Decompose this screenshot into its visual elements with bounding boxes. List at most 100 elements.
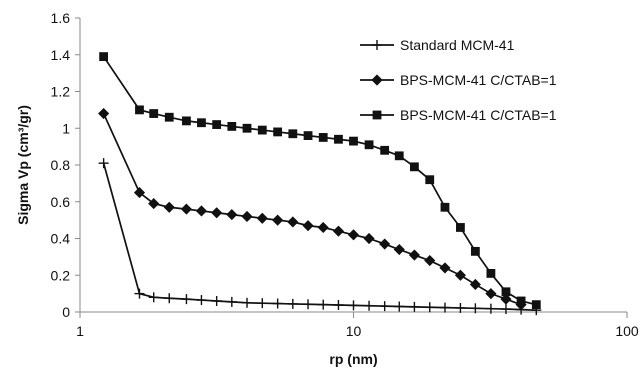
y-tick-label-0: 0: [62, 304, 70, 320]
legend-marker-1: [371, 74, 383, 86]
series-2-point-12: [303, 131, 313, 141]
x-tick-label-2: 100: [615, 323, 639, 339]
y-tick-label-4: 0.8: [51, 157, 71, 173]
series-0-point-0: [98, 158, 109, 169]
series-2-point-15: [349, 136, 358, 146]
series-2-point-18: [394, 151, 404, 161]
series-1-point-24: [485, 288, 497, 300]
series-2-point-24: [486, 269, 496, 278]
series-0-point-24: [485, 303, 496, 314]
y-tick-label-2: 0.4: [51, 231, 71, 247]
series-1-point-6: [211, 207, 223, 219]
series-1-point-25: [500, 293, 512, 305]
series-0-point-13: [318, 299, 329, 310]
series-2-point-13: [318, 133, 328, 142]
legend: Standard MCM-41 BPS-MCM-41 C/CTAB=1 BPS-MC…: [360, 37, 557, 123]
series-1-point-17: [379, 238, 391, 250]
series-0-point-17: [379, 301, 390, 312]
series-2-point-10: [273, 127, 283, 137]
series-2-point-3: [164, 112, 174, 122]
series-1-point-16: [363, 232, 375, 245]
series-2-point-23: [470, 246, 480, 256]
series-0-point-25: [500, 304, 511, 315]
series-1-point-22: [454, 269, 466, 281]
series-0-point-1: [134, 288, 145, 299]
x-tick-label-0: 1: [76, 323, 84, 339]
series-1-point-11: [287, 216, 299, 228]
series-0-point-10: [272, 298, 283, 309]
series-1-point-7: [226, 209, 238, 221]
y-axis-title: Sigma Vp (cm³/gr): [15, 105, 31, 225]
series-0-point-12: [303, 299, 314, 310]
series-2-point-2: [149, 109, 159, 118]
series-0-point-19: [409, 301, 420, 312]
series-2-point-17: [380, 145, 390, 155]
series-2-point-7: [227, 122, 237, 131]
series-0-point-16: [364, 300, 375, 311]
series-1-point-21: [439, 262, 451, 274]
series-2-point-26: [516, 296, 526, 306]
series-1-point-14: [332, 225, 345, 237]
series-2-point-8: [242, 123, 252, 133]
legend-label-0: Standard MCM-41: [400, 37, 515, 53]
y-tick-label-3: 0.6: [51, 194, 71, 210]
series-2-point-25: [501, 287, 511, 297]
y-tick-label-6: 1.2: [51, 84, 71, 100]
series-2-point-20: [425, 175, 435, 185]
series-0-point-5: [196, 295, 207, 306]
series-1-point-8: [241, 210, 253, 223]
y-tick-label-8: 1.6: [51, 10, 71, 26]
series-0-point-2: [148, 292, 159, 303]
series-1-point-3: [163, 201, 175, 213]
series-1-point-18: [393, 243, 405, 256]
series-1-point-1: [133, 186, 146, 199]
series-1-point-2: [148, 198, 160, 210]
series-0-point-3: [164, 293, 175, 304]
series-0-point-18: [394, 301, 405, 312]
series-0-point-7: [226, 296, 237, 307]
series-2-point-21: [440, 202, 450, 212]
series-0-point-8: [242, 297, 253, 308]
series-0-line: [102, 162, 537, 312]
series-0-point-11: [287, 298, 298, 309]
series-1-point-10: [272, 214, 284, 226]
series-2-point-0: [99, 52, 109, 61]
legend-marker-2: [372, 110, 382, 120]
series-layer: [98, 52, 542, 316]
series-1-point-19: [408, 249, 420, 261]
series-2-point-27: [531, 300, 541, 310]
series-2-point-5: [197, 118, 206, 128]
series-1-point-13: [317, 221, 329, 234]
series-2-point-11: [288, 129, 298, 139]
series-0-point-15: [348, 300, 359, 311]
axes-layer: 0 0.2 0.4 0.6 0.8 1 1.2 1.4 1.6 1 10 100: [51, 10, 639, 339]
series-1-point-12: [302, 220, 314, 232]
legend-label-2: BPS-MCM-41 C/CTAB=1: [400, 107, 557, 123]
series-0-point-6: [211, 295, 222, 306]
series-2-point-19: [410, 162, 419, 172]
series-2-point-4: [182, 116, 191, 126]
series-2-point-6: [212, 120, 222, 129]
series-2-point-16: [364, 140, 374, 150]
series-0-point-22: [455, 302, 466, 313]
series-0-point-9: [257, 298, 268, 309]
y-tick-label-7: 1.4: [51, 47, 71, 63]
series-0-point-20: [424, 302, 435, 313]
series-2-line: [102, 56, 537, 306]
series-1-point-0: [98, 107, 110, 120]
y-tick-label-5: 1: [62, 120, 70, 136]
series-0-point-23: [470, 303, 481, 314]
y-tick-label-1: 0.2: [51, 267, 71, 283]
series-1-point-20: [424, 254, 436, 267]
series-1-point-23: [469, 278, 481, 291]
series-1-point-15: [347, 229, 360, 241]
series-2-point-14: [334, 134, 343, 144]
legend-marker-0: [372, 40, 382, 50]
series-2-point-1: [135, 105, 144, 115]
series-1-point-9: [256, 212, 268, 224]
series-1-point-4: [180, 203, 193, 215]
x-tick-label-1: 10: [346, 323, 362, 339]
series-1-point-5: [195, 205, 208, 217]
series-2-point-22: [456, 223, 465, 232]
